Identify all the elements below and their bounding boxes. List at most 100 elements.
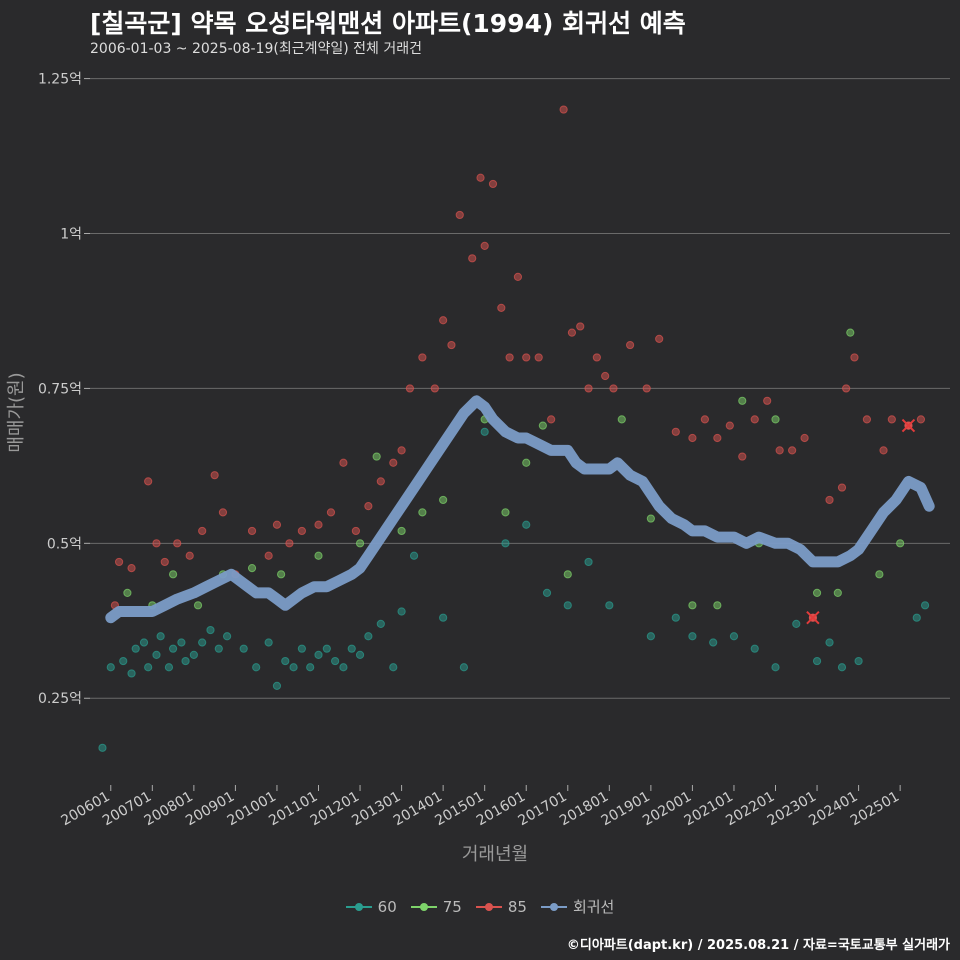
data-point-60: [563, 601, 572, 610]
data-point-85: [198, 526, 207, 536]
legend-key-icon: [540, 900, 567, 914]
data-point-60: [459, 663, 469, 672]
legend-item: 75: [410, 896, 462, 917]
data-point-60: [709, 638, 718, 647]
highlight-marker: [806, 610, 820, 625]
series-75: [123, 328, 905, 610]
data-point-85: [738, 452, 747, 461]
data-point-60: [314, 650, 323, 659]
data-point-85: [800, 433, 809, 443]
data-point-60: [605, 601, 614, 610]
data-point-75: [123, 588, 132, 598]
source-caption: ©디아파트(dapt.kr) / 2025.08.21 / 자료=국토교통부 실…: [566, 938, 950, 953]
data-point-85: [405, 384, 415, 393]
data-point-60: [139, 638, 149, 647]
data-point-85: [376, 477, 385, 486]
data-point-85: [513, 272, 523, 281]
data-point-85: [725, 421, 734, 430]
data-point-75: [538, 421, 547, 430]
data-point-85: [339, 458, 348, 467]
data-point-85: [264, 551, 273, 560]
data-point-60: [214, 644, 223, 653]
data-point-60: [189, 650, 198, 659]
data-point-75: [501, 508, 510, 517]
data-point-85: [468, 254, 477, 263]
data-point-60: [439, 613, 448, 622]
data-point-60: [281, 656, 290, 666]
data-point-60: [920, 601, 930, 610]
data-point-60: [792, 619, 801, 628]
legend-item: 회귀선: [540, 896, 614, 917]
data-point-60: [584, 557, 593, 567]
data-point-85: [439, 316, 448, 325]
data-point-60: [264, 638, 273, 647]
data-point-85: [788, 446, 797, 455]
data-point-85: [127, 564, 136, 573]
data-point-85: [601, 371, 610, 381]
data-point-60: [837, 663, 847, 672]
data-point-75: [812, 588, 822, 598]
data-point-60: [729, 632, 739, 641]
legend-key-icon: [475, 900, 502, 914]
data-point-75: [397, 526, 406, 536]
data-point-75: [875, 570, 884, 579]
data-point-85: [297, 526, 306, 536]
data-point-60: [355, 650, 365, 659]
y-tick-label: 0.75억: [38, 381, 82, 397]
data-point-60: [119, 656, 128, 666]
chart-subtitle: 2006-01-03 ~ 2025-08-19(최근계약일) 전체 거래건: [90, 41, 422, 57]
legend-label: 60: [377, 897, 397, 916]
data-point-85: [584, 384, 593, 393]
data-point-60: [106, 663, 115, 672]
data-point-75: [168, 570, 178, 579]
data-point-85: [887, 415, 896, 424]
data-point-60: [331, 656, 340, 666]
data-point-85: [700, 415, 709, 424]
data-point-60: [272, 681, 282, 690]
data-point-85: [152, 539, 161, 548]
data-point-85: [688, 433, 697, 443]
legend-label: 75: [442, 897, 462, 916]
data-point-60: [409, 551, 419, 560]
data-point-60: [322, 644, 331, 653]
data-point-85: [879, 446, 888, 455]
data-point-75: [688, 601, 697, 610]
data-point-85: [364, 502, 373, 511]
data-point-60: [164, 663, 174, 672]
data-point-85: [547, 415, 556, 424]
data-point-60: [480, 427, 489, 436]
data-point-75: [355, 539, 365, 548]
legend-item: 60: [345, 896, 397, 917]
legend-key-icon: [345, 900, 372, 914]
data-point-85: [389, 458, 398, 467]
data-point-60: [771, 663, 780, 672]
data-point-75: [314, 551, 323, 560]
data-point-60: [156, 632, 165, 641]
data-point-85: [534, 353, 543, 362]
data-point-60: [127, 669, 136, 678]
data-point-60: [854, 656, 863, 666]
data-point-85: [916, 415, 926, 424]
regression-line: [105, 395, 935, 624]
data-point-60: [198, 638, 207, 647]
legend-item: 85: [475, 896, 527, 917]
data-point-60: [339, 663, 348, 672]
data-point-85: [455, 210, 464, 220]
data-point-85: [314, 520, 323, 529]
data-point-75: [563, 570, 572, 579]
data-point-85: [655, 334, 664, 343]
data-point-75: [713, 601, 722, 610]
data-point-85: [418, 353, 427, 362]
data-point-85: [837, 483, 847, 492]
data-point-85: [397, 446, 406, 455]
data-point-85: [713, 433, 722, 443]
data-point-60: [206, 625, 215, 635]
data-point-85: [576, 322, 585, 331]
data-point-60: [306, 663, 315, 672]
data-point-85: [842, 384, 851, 393]
data-point-85: [825, 495, 834, 505]
data-point-85: [480, 241, 489, 250]
data-point-85: [522, 353, 531, 362]
data-point-60: [223, 632, 232, 641]
